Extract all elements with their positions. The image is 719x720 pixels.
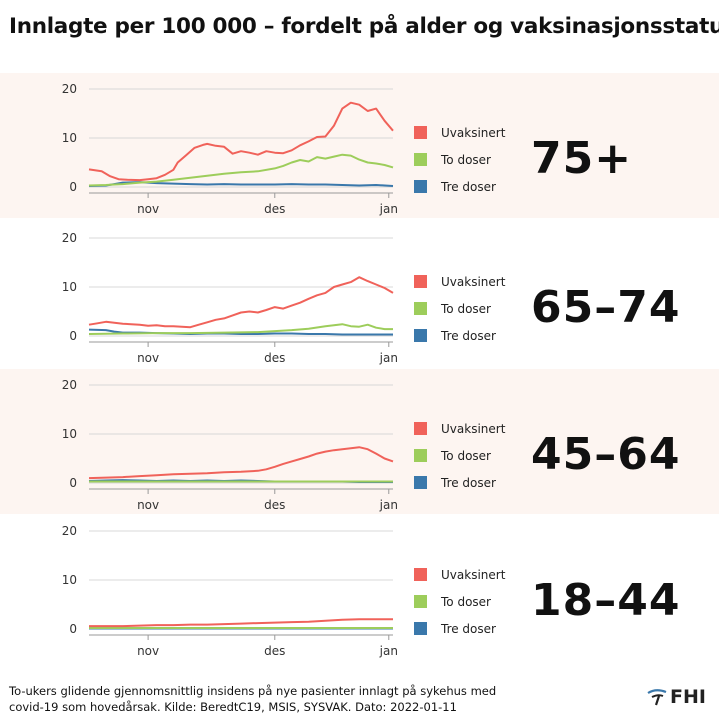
legend-item: Uvaksinert xyxy=(414,268,505,295)
legend-item: To doser xyxy=(414,295,505,322)
legend: Uvaksinert To doser Tre doser xyxy=(414,119,505,200)
series-line xyxy=(88,323,393,335)
x-tick-label: nov xyxy=(137,644,159,658)
legend-item: To doser xyxy=(414,588,505,615)
legend-label: Uvaksinert xyxy=(441,125,506,140)
legend-item: To doser xyxy=(414,442,505,469)
age-group-label: 65–74 xyxy=(531,282,681,333)
y-tick-label: 0 xyxy=(69,180,77,194)
x-tick-label: jan xyxy=(379,351,398,365)
legend-label: Uvaksinert xyxy=(441,567,506,582)
x-tick-label: des xyxy=(264,498,285,512)
legend-label: Uvaksinert xyxy=(441,274,506,289)
x-tick-label: des xyxy=(264,202,285,216)
y-tick-label: 0 xyxy=(69,622,77,636)
line-chart: 0 10 20 nov des jan xyxy=(62,82,398,216)
y-tick-label: 10 xyxy=(62,573,77,587)
legend-label: Uvaksinert xyxy=(441,421,506,436)
age-group-label: 75+ xyxy=(531,133,633,184)
footnote: To-ukers glidende gjennomsnittlig inside… xyxy=(9,683,529,715)
y-tick-label: 20 xyxy=(62,82,77,96)
fhi-logo-icon xyxy=(647,689,667,706)
legend-label: Tre doser xyxy=(441,328,496,343)
series-line xyxy=(89,618,393,628)
legend-item: Tre doser xyxy=(414,173,505,200)
legend-swatch xyxy=(414,449,427,462)
legend-label: Tre doser xyxy=(441,475,496,490)
legend-item: Uvaksinert xyxy=(414,119,505,146)
legend-swatch xyxy=(414,302,427,315)
age-group-label: 18–44 xyxy=(531,575,681,626)
panel-65-74: 0 10 20 nov des jan Uvaksinert To doser Tre d… xyxy=(0,222,719,367)
series-line xyxy=(88,101,394,182)
legend: Uvaksinert To doser Tre doser xyxy=(414,561,505,642)
footnote-line: To-ukers glidende gjennomsnittlig inside… xyxy=(9,684,497,698)
legend-label: To doser xyxy=(441,594,491,609)
legend: Uvaksinert To doser Tre doser xyxy=(414,415,505,496)
legend-swatch xyxy=(414,275,427,288)
panel-18-44: 0 10 20 nov des jan Uvaksinert To doser Tre d… xyxy=(0,515,719,660)
x-tick-label: des xyxy=(264,644,285,658)
legend-label: To doser xyxy=(441,152,491,167)
line-chart: 0 10 20 nov des jan xyxy=(62,524,398,658)
legend-item: Tre doser xyxy=(414,615,505,642)
legend-label: To doser xyxy=(441,448,491,463)
x-tick-label: jan xyxy=(379,202,398,216)
legend-swatch xyxy=(414,622,427,635)
legend-item: Tre doser xyxy=(414,322,505,349)
fhi-logo: FHI xyxy=(646,686,706,708)
legend-label: To doser xyxy=(441,301,491,316)
page-title: Innlagte per 100 000 – fordelt på alder … xyxy=(9,14,719,39)
panel-45-64: 0 10 20 nov des jan Uvaksinert To doser Tre d… xyxy=(0,369,719,514)
x-tick-label: des xyxy=(264,351,285,365)
x-tick-label: nov xyxy=(137,351,159,365)
logo-text: FHI xyxy=(670,686,706,708)
legend-item: Tre doser xyxy=(414,469,505,496)
legend-label: Tre doser xyxy=(441,179,496,194)
series-line xyxy=(88,276,394,329)
y-tick-label: 10 xyxy=(62,280,77,294)
legend-item: Uvaksinert xyxy=(414,415,505,442)
y-tick-label: 10 xyxy=(62,131,77,145)
series-line xyxy=(88,153,394,187)
panel-75-plus: 0 10 20 nov des jan Uvaksinert To doser Tre d… xyxy=(0,73,719,218)
footnote-line: covid-19 som hovedårsak. Kilde: BeredtC1… xyxy=(9,700,457,714)
legend-swatch xyxy=(414,329,427,342)
x-tick-label: nov xyxy=(137,202,159,216)
legend-label: Tre doser xyxy=(441,621,496,636)
x-tick-label: nov xyxy=(137,498,159,512)
y-tick-label: 0 xyxy=(69,329,77,343)
legend-swatch xyxy=(414,595,427,608)
age-group-label: 45–64 xyxy=(531,429,681,480)
x-tick-label: jan xyxy=(379,498,398,512)
legend: Uvaksinert To doser Tre doser xyxy=(414,268,505,349)
y-tick-label: 20 xyxy=(62,231,77,245)
legend-swatch xyxy=(414,153,427,166)
legend-swatch xyxy=(414,476,427,489)
legend-swatch xyxy=(414,126,427,139)
y-tick-label: 20 xyxy=(62,378,77,392)
legend-swatch xyxy=(414,180,427,193)
y-tick-label: 10 xyxy=(62,427,77,441)
legend-swatch xyxy=(414,568,427,581)
legend-item: To doser xyxy=(414,146,505,173)
series-line xyxy=(88,181,394,187)
y-tick-label: 0 xyxy=(69,476,77,490)
line-chart: 0 10 20 nov des jan xyxy=(62,231,398,365)
legend-swatch xyxy=(414,422,427,435)
series-line xyxy=(88,446,394,480)
line-chart: 0 10 20 nov des jan xyxy=(62,378,398,512)
y-tick-label: 20 xyxy=(62,524,77,538)
x-tick-label: jan xyxy=(379,644,398,658)
legend-item: Uvaksinert xyxy=(414,561,505,588)
